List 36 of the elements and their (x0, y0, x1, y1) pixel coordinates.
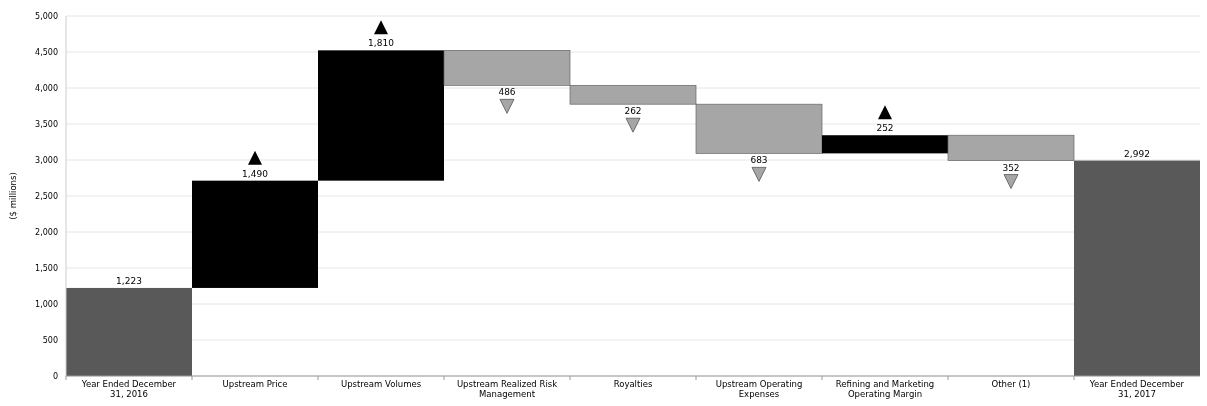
data-label: 2,992 (1124, 148, 1150, 159)
x-tick-label: Refining and Marketing Operating Margin (835, 379, 935, 399)
y-tick-label: 2,000 (35, 227, 58, 237)
data-label: 486 (498, 87, 516, 98)
y-tick-label: 5,000 (35, 11, 58, 21)
x-tick-label: Royalties (613, 379, 653, 389)
x-tick-label: Year Ended December 31, 2017 (1088, 379, 1185, 399)
y-axis-title: ($ millions) (8, 172, 18, 220)
x-tick-label: Upstream Realized Risk Management (456, 379, 558, 399)
data-label: 352 (1002, 162, 1020, 173)
y-tick-label: 500 (42, 335, 58, 345)
y-tick-label: 2,500 (35, 191, 58, 201)
bar (66, 287, 192, 376)
x-tick-label: Year Ended December 31, 2016 (80, 379, 177, 399)
data-label: 1,490 (242, 168, 269, 179)
x-tick-label: Upstream Price (222, 379, 288, 389)
bar (318, 50, 444, 181)
x-tick-label: Upstream Operating Expenses (715, 379, 803, 399)
y-tick-label: 1,500 (35, 263, 58, 273)
x-tick-label: Upstream Volumes (340, 379, 422, 389)
bar (1074, 160, 1200, 376)
data-label: 1,223 (116, 275, 142, 286)
y-tick-label: 4,500 (35, 47, 58, 57)
y-tick-label: 3,000 (35, 155, 58, 165)
bar (822, 135, 948, 154)
data-label: 683 (750, 155, 768, 166)
x-tick-label: Other (1) (991, 379, 1031, 389)
bar (947, 134, 1075, 161)
y-tick-label: 3,500 (35, 119, 58, 129)
data-label: 262 (624, 106, 642, 117)
y-tick-label: 1,000 (35, 299, 58, 309)
y-tick-label: 0 (52, 371, 58, 381)
bar (192, 180, 318, 288)
data-label: 252 (876, 123, 894, 134)
data-label: 1,810 (368, 38, 395, 49)
y-tick-label: 4,000 (35, 83, 58, 93)
